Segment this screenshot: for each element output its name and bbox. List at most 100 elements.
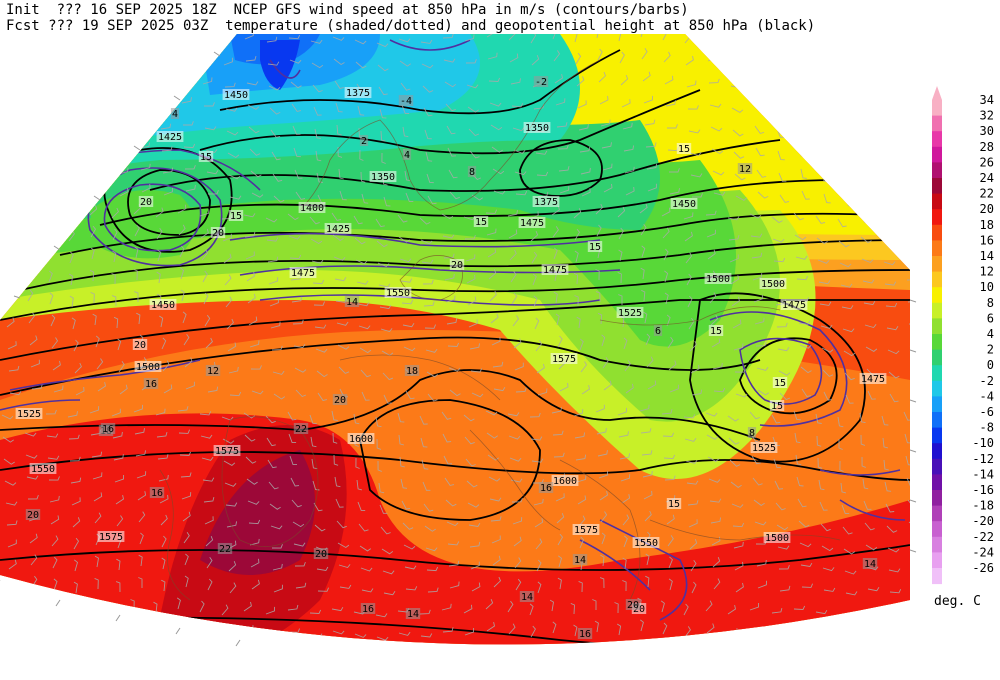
wind-barb [512,517,523,525]
wind-barb [159,99,169,108]
wind-barb [801,190,810,200]
wind-barb [753,499,765,506]
wind-barb [206,556,213,569]
wind-barb [49,670,57,678]
wind-barb [559,186,570,194]
wind-barb [52,556,58,569]
wind-barb [838,42,851,48]
wind-barb [50,515,60,525]
wind-barb [205,536,214,547]
wind-barb [353,215,363,225]
wind-barb [135,450,147,457]
wind-speed-label-bg [210,227,226,238]
height-contour-label-bg [551,475,579,486]
wind-barb [557,335,563,348]
wind-barb [310,436,317,448]
wind-barb [28,124,41,129]
wind-barb [601,334,606,347]
wind-barb [425,547,438,552]
wind-barb [665,669,673,678]
wind-barb [616,623,622,636]
wind-barb [579,146,591,153]
wind-barb [617,407,627,416]
wind-barb [359,149,364,161]
wind-barb [466,653,476,657]
wind-barb [907,676,917,680]
wind-barb [422,658,433,661]
wind-barb [113,316,119,329]
wind-speed-label: 20 [134,340,146,351]
wind-barb [317,392,328,402]
wind-barb [573,409,584,417]
wind-barb [442,433,452,443]
legend-swatch [932,521,942,538]
wind-barb [774,480,784,490]
legend-swatch [932,412,942,429]
legend-label: -8 [980,421,994,435]
height-contour-label-bg [29,463,57,474]
temperature-label: 22 [295,424,307,435]
legend-label: 2 [987,343,994,357]
wind-barb [470,368,483,373]
wind-barb [383,394,392,404]
wind-barb [683,414,696,419]
wind-barb [708,78,720,84]
wind-barb [577,100,587,109]
wind-barb [119,187,129,197]
legend-label: -12 [972,452,994,466]
wind-barb [93,492,103,502]
wind-barb [867,390,876,400]
wind-barb [489,497,502,502]
wind-barb [159,494,169,504]
wind-barb [644,119,656,126]
wind-barb [777,150,785,161]
wind-barb [224,274,232,286]
wind-barb [463,414,475,422]
temperature-label: 14 [346,297,358,308]
wind-barb [903,411,910,421]
wind-speed-label: 20 [140,197,152,208]
wind-barb [289,59,302,64]
wind-barb [580,167,591,175]
wind-barb [841,108,849,119]
height-contour-label-bg [149,299,177,310]
wind-barb [779,194,790,203]
wind-barb [618,294,623,305]
wind-barb [115,494,125,505]
wind-barb [861,258,874,264]
wind-barb [643,95,653,104]
legend-swatch [932,178,942,195]
legend-label: -14 [972,467,994,481]
wind-barb [53,578,58,591]
height-contour-label: 1350 [525,123,549,134]
wind-barb [245,456,257,464]
temperature-label-bg [747,427,757,438]
wind-barb [580,361,588,373]
wind-barb [446,521,459,527]
wind-barb [449,581,460,589]
wind-barb [549,599,554,612]
wind-barb [157,249,162,262]
legend-swatch [932,131,942,148]
wind-barb [118,361,125,373]
wind-barb [713,388,726,393]
wind-barb [732,319,742,329]
wind-barb [845,394,854,404]
wind-barb [662,432,675,437]
wind-barb [245,251,255,260]
wind-barb [581,384,591,395]
wind-barb [665,100,676,107]
wind-barb [269,503,281,510]
legend-label: 28 [980,140,994,154]
wind-barb [579,338,584,351]
wind-barb [251,579,260,590]
wind-barb [89,34,94,40]
wind-barb [885,503,895,513]
wind-barb [273,584,283,593]
wind-barb [70,648,75,659]
wind-barb [867,192,875,203]
wind-barb [72,126,84,132]
wind-barb [510,78,521,85]
wind-barb [796,476,804,487]
